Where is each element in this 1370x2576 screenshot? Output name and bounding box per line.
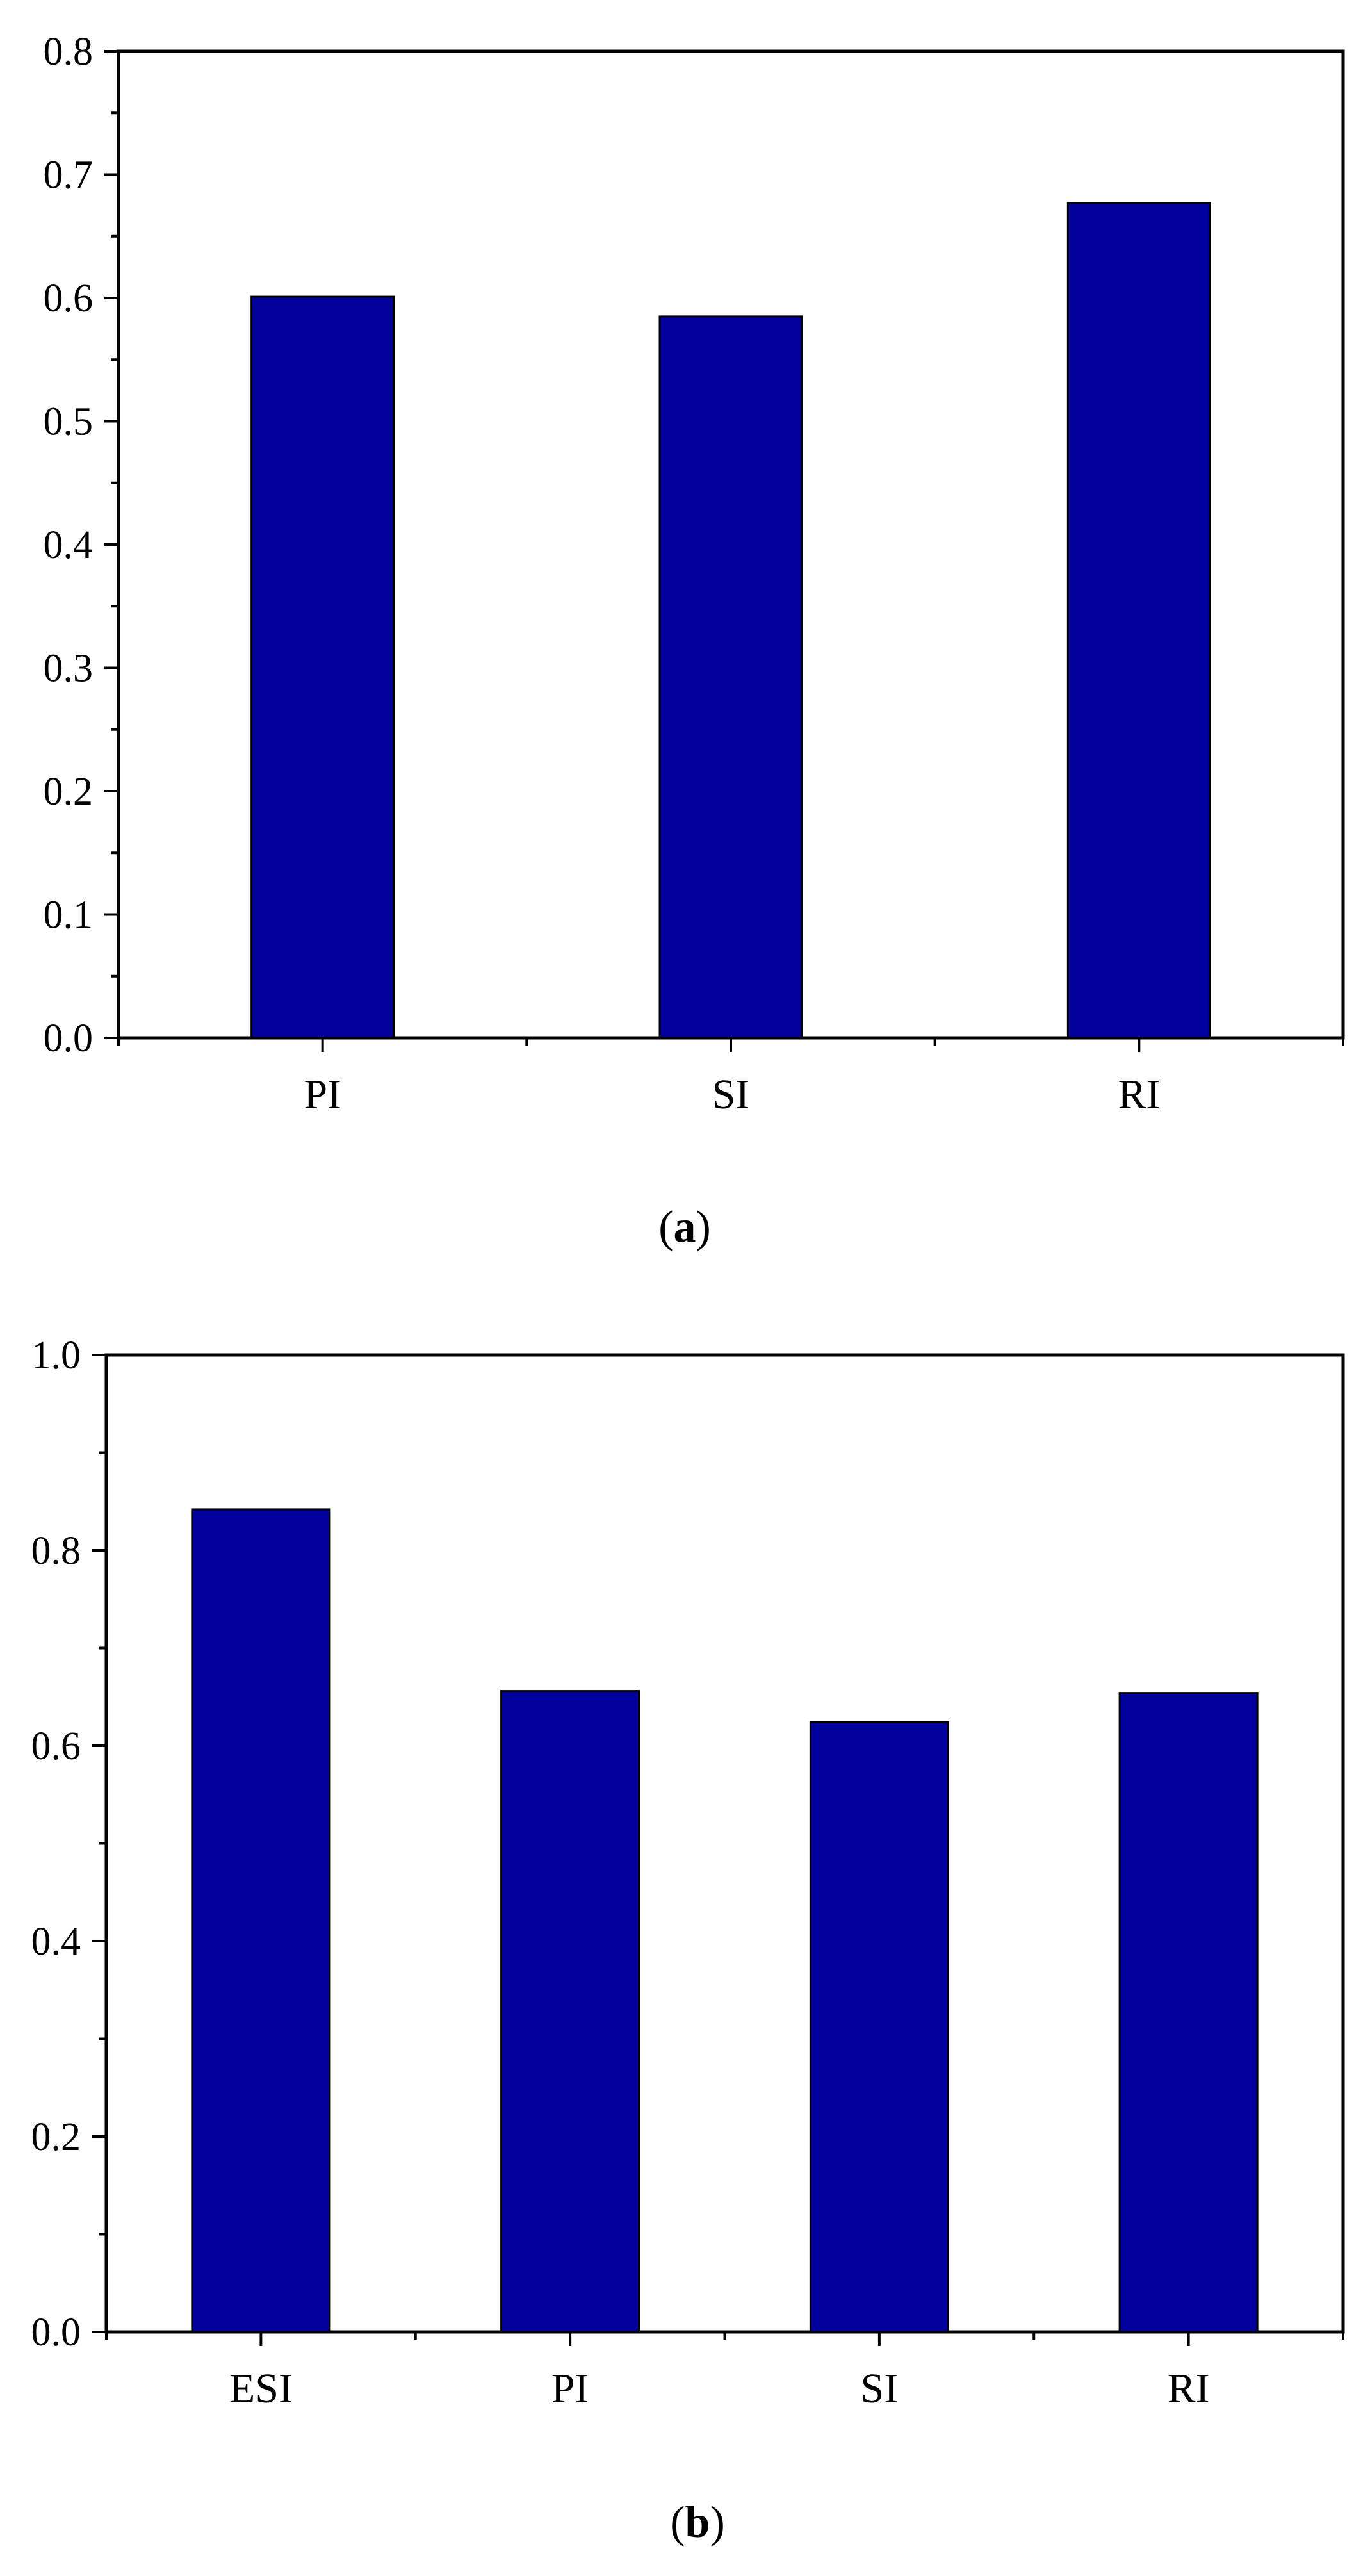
chart-a-x-tick-label: PI	[304, 1071, 341, 1118]
chart-b-y-tick-label: 0.6	[31, 1725, 81, 1768]
chart-b: 0.0 0.2 0.4 0.6 0.8 1.0 ESI PI SI RI (b)	[31, 1334, 1345, 2547]
chart-a-y-tick-label: 0.5	[44, 400, 94, 444]
chart-a-bars	[250, 202, 1211, 1039]
chart-a-y-tick-label: 0.6	[44, 277, 94, 320]
chart-b-y-tick-label: 0.2	[31, 2115, 81, 2159]
chart-a-x-ticks	[117, 1038, 1344, 1052]
chart-a-y-tick-label: 0.7	[44, 154, 94, 197]
chart-a: 0.0 0.1 0.2 0.3 0.4 0.5 0.6 0.7 0.8 PI SI RI (a)	[44, 30, 1345, 1252]
chart-a-x-tick-label: SI	[712, 1071, 750, 1118]
chart-b-x-tick-labels: ESI PI SI RI	[229, 2365, 1210, 2412]
chart-b-bar-pi	[500, 1690, 640, 2333]
chart-b-bar-esi	[191, 1508, 331, 2333]
chart-a-bar-si	[658, 315, 803, 1039]
chart-a-bar-pi	[250, 295, 395, 1039]
chart-a-x-tick-label: RI	[1118, 1071, 1160, 1118]
chart-b-x-tick-label: PI	[551, 2365, 589, 2412]
chart-a-y-tick-label: 0.0	[44, 1017, 94, 1060]
chart-b-y-tick-label: 0.0	[31, 2311, 81, 2354]
chart-a-panel-label: (a)	[658, 1202, 711, 1252]
chart-a-x-tick-labels: PI SI RI	[304, 1071, 1160, 1118]
chart-a-bar-ri	[1066, 202, 1211, 1039]
chart-a-y-ticks	[104, 50, 118, 1039]
chart-b-y-ticks	[92, 1354, 106, 2333]
chart-b-bars	[191, 1508, 1259, 2333]
chart-b-panel-label: (b)	[670, 2498, 725, 2547]
chart-a-y-tick-label: 0.2	[44, 770, 94, 814]
chart-a-y-tick-label: 0.3	[44, 647, 94, 691]
chart-b-bar-si	[809, 1721, 949, 2333]
chart-b-x-tick-label: RI	[1168, 2365, 1210, 2412]
chart-b-x-tick-label: SI	[861, 2365, 899, 2412]
chart-b-bar-ri	[1118, 1692, 1259, 2333]
chart-a-y-tick-label: 0.4	[44, 523, 94, 567]
chart-b-y-tick-label: 0.8	[31, 1529, 81, 1573]
chart-b-x-tick-label: ESI	[229, 2365, 293, 2412]
chart-a-y-tick-label: 0.8	[44, 30, 94, 74]
chart-b-y-tick-label: 0.4	[31, 1920, 81, 1964]
chart-b-y-tick-label: 1.0	[31, 1334, 81, 1377]
chart-a-y-tick-labels: 0.0 0.1 0.2 0.3 0.4 0.5 0.6 0.7 0.8	[44, 30, 94, 1060]
chart-b-x-ticks	[105, 2332, 1344, 2346]
chart-a-y-tick-label: 0.1	[44, 894, 94, 937]
chart-b-y-tick-labels: 0.0 0.2 0.4 0.6 0.8 1.0	[31, 1334, 81, 2354]
